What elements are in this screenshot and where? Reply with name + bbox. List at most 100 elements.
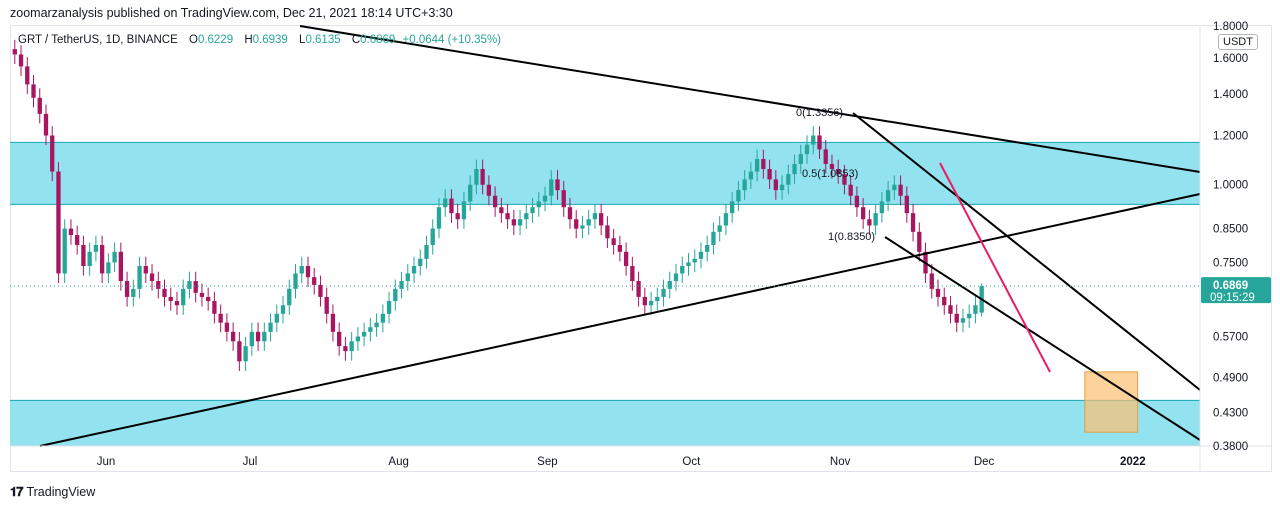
candle-body xyxy=(879,201,885,214)
open-value: 0.6229 xyxy=(197,34,234,46)
time-tick-label: Oct xyxy=(682,456,701,468)
candle-body xyxy=(68,228,74,236)
time-tick-label: Dec xyxy=(974,456,995,468)
candle-body xyxy=(337,331,342,347)
candle-body xyxy=(393,288,398,302)
candle-body xyxy=(374,322,379,328)
time-tick-label: Jul xyxy=(243,456,258,468)
candle-body xyxy=(399,281,404,289)
candle-body xyxy=(118,251,124,282)
candle-body xyxy=(599,213,604,226)
candle-body xyxy=(561,190,566,208)
candle-body xyxy=(823,149,828,164)
symbol-label[interactable]: GRT / TetherUS, 1D, BINANCE xyxy=(18,34,178,46)
candle-body xyxy=(692,258,697,263)
candle-body xyxy=(942,296,947,306)
candle-body xyxy=(798,154,803,164)
candle-body xyxy=(967,313,972,319)
price-tick-label: 1.8000 xyxy=(1213,21,1248,33)
candle-body xyxy=(206,296,211,302)
ohlc-legend: GRT / TetherUS, 1D, BINANCE O0.6229 H0.6… xyxy=(18,34,501,46)
time-tick-label: Sep xyxy=(537,456,557,468)
target-box xyxy=(1084,371,1139,433)
publisher-header: zoomarzanalysis published on TradingView… xyxy=(10,6,453,20)
candle-body xyxy=(811,135,816,145)
candle-body xyxy=(642,296,647,306)
candle-body xyxy=(786,174,791,185)
candle-body xyxy=(611,238,616,245)
candle-body xyxy=(330,313,336,332)
candle-body xyxy=(779,184,785,191)
candle-body xyxy=(960,318,966,323)
candle-body xyxy=(312,277,317,285)
candle-body xyxy=(592,213,598,220)
candle-body xyxy=(37,97,42,114)
candle-body xyxy=(62,228,67,274)
candle-body xyxy=(661,288,666,297)
candle-body xyxy=(25,66,30,85)
candle-body xyxy=(686,262,691,267)
candle-body xyxy=(424,244,429,259)
candle-body xyxy=(212,301,217,314)
candle-body xyxy=(748,171,754,180)
candle-body xyxy=(380,313,385,323)
candle-body xyxy=(56,171,61,274)
candle-body xyxy=(761,158,766,169)
candle-body xyxy=(873,213,878,226)
candle-body xyxy=(574,219,579,229)
candle-body xyxy=(168,296,173,302)
change-value: +0.0644 (+10.35%) xyxy=(402,34,501,46)
candle-body xyxy=(517,219,523,226)
price-tick-label: 0.4900 xyxy=(1213,372,1248,384)
chart-frame[interactable] xyxy=(10,25,1272,472)
candle-body xyxy=(143,266,148,274)
candle-body xyxy=(449,198,454,214)
fib-1-label: 1(0.8350) xyxy=(828,231,875,243)
candle-body xyxy=(773,179,778,191)
candle-body xyxy=(436,207,442,229)
high-label: H xyxy=(244,34,253,46)
candle-body xyxy=(343,346,348,352)
candle-body xyxy=(667,281,672,289)
candle-body xyxy=(149,273,155,282)
candle-body xyxy=(299,266,304,274)
candle-body xyxy=(443,198,448,208)
candle-body xyxy=(255,331,261,342)
candle-body xyxy=(418,258,423,267)
candle-body xyxy=(156,281,161,289)
price-tick-label: 1.0000 xyxy=(1213,180,1248,192)
candle-body xyxy=(99,244,105,274)
candle-body xyxy=(854,195,860,208)
low-label: L xyxy=(299,34,306,46)
candle-body xyxy=(287,288,292,306)
candle-body xyxy=(910,213,916,232)
candle-body xyxy=(904,195,909,214)
candle-body xyxy=(230,331,236,342)
candle-body xyxy=(137,266,142,289)
price-tick-label: 1.6000 xyxy=(1213,53,1248,65)
tradingview-footer[interactable]: 𝟏𝟕 TradingView xyxy=(10,484,95,500)
candle-body xyxy=(636,281,641,297)
pink-trendline xyxy=(939,162,1051,373)
candle-body xyxy=(673,273,679,282)
channel-lower-line xyxy=(884,236,1201,441)
candle-body xyxy=(386,301,392,314)
price-tick-label: 1.4000 xyxy=(1213,89,1248,101)
candle-body xyxy=(430,228,435,245)
candle-body xyxy=(848,184,853,196)
currency-unit-button[interactable]: USDT xyxy=(1218,34,1258,50)
brand-label: TradingView xyxy=(26,485,96,499)
candle-body xyxy=(349,341,354,352)
fib-05-label: 0.5(1.0853) xyxy=(802,168,858,180)
candle-body xyxy=(224,322,230,332)
candle-body xyxy=(174,301,180,306)
candle-body xyxy=(249,331,254,347)
candle-body xyxy=(12,49,17,55)
candle-body xyxy=(262,331,267,342)
candle-body xyxy=(767,168,772,180)
price-tick-label: 0.8500 xyxy=(1213,224,1248,236)
zone-1 xyxy=(10,400,1200,446)
candle-body xyxy=(18,54,24,67)
candle-body xyxy=(268,322,273,332)
